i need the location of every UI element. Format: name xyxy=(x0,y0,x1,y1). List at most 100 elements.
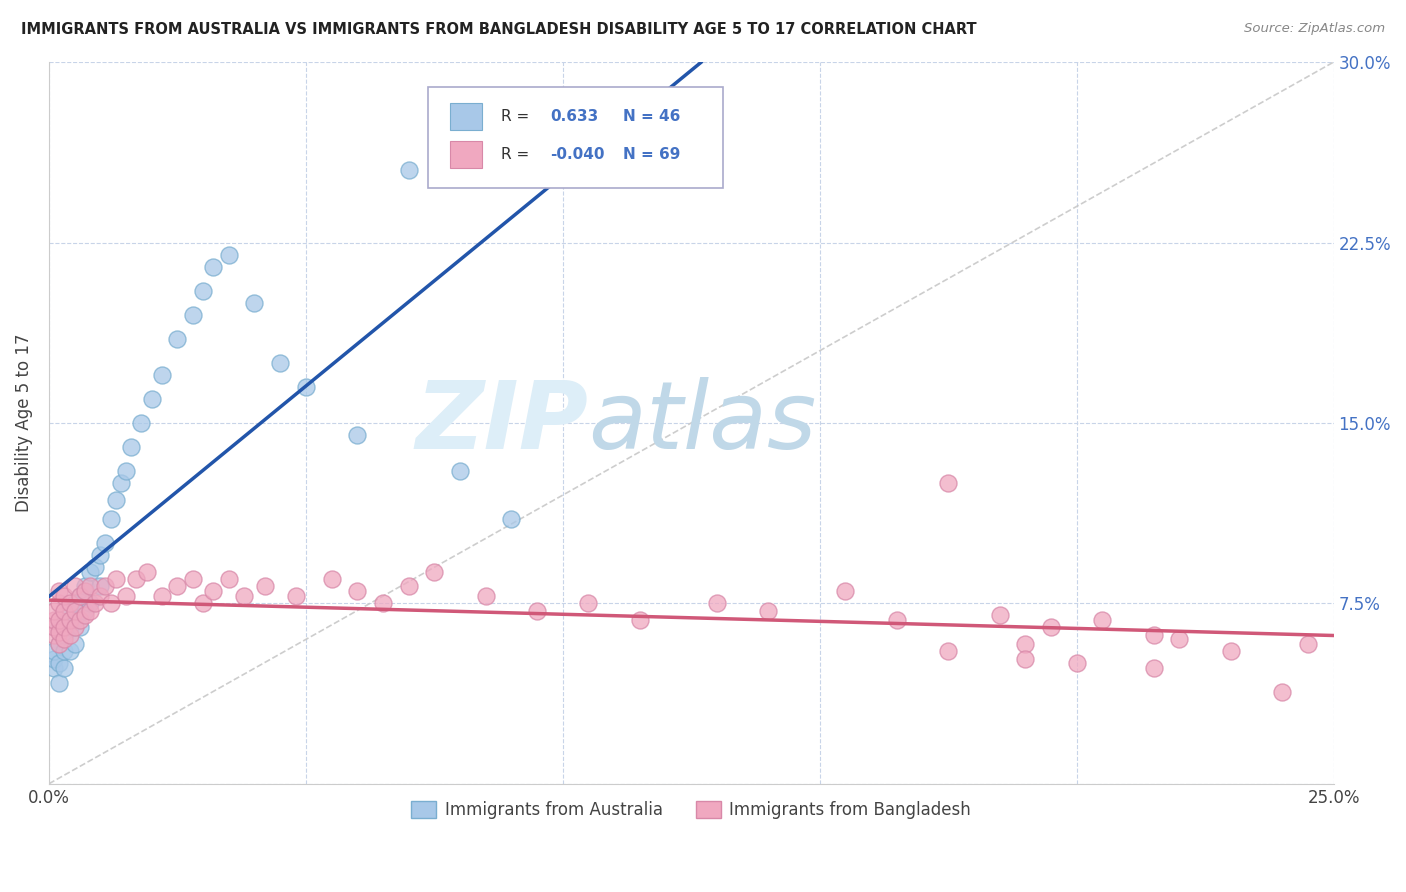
Point xyxy=(94,536,117,550)
Point xyxy=(1219,644,1241,658)
Text: -0.040: -0.040 xyxy=(550,147,605,162)
Point xyxy=(346,428,368,442)
Point xyxy=(346,584,368,599)
Point xyxy=(48,675,70,690)
Point xyxy=(936,476,959,491)
Point xyxy=(69,589,91,603)
Point xyxy=(42,644,65,658)
Point xyxy=(63,603,86,617)
Point xyxy=(73,603,96,617)
Text: 0.633: 0.633 xyxy=(550,109,598,124)
Point xyxy=(48,620,70,634)
Point xyxy=(63,596,86,610)
Point xyxy=(58,613,80,627)
Point xyxy=(988,608,1011,623)
Point xyxy=(115,589,138,603)
Point xyxy=(269,356,291,370)
Point xyxy=(84,560,107,574)
Point xyxy=(628,613,651,627)
Text: R =: R = xyxy=(501,109,534,124)
Point xyxy=(53,661,76,675)
Point xyxy=(253,580,276,594)
Point xyxy=(48,613,70,627)
Point xyxy=(42,613,65,627)
Text: atlas: atlas xyxy=(589,377,817,468)
Point xyxy=(1014,651,1036,665)
Point xyxy=(69,613,91,627)
Point xyxy=(150,368,173,382)
Point xyxy=(166,332,188,346)
Point xyxy=(79,603,101,617)
Point xyxy=(42,603,65,617)
Point xyxy=(166,580,188,594)
Point xyxy=(94,580,117,594)
Point xyxy=(243,295,266,310)
Point xyxy=(135,565,157,579)
Point xyxy=(100,512,122,526)
Point xyxy=(63,637,86,651)
Point xyxy=(53,627,76,641)
Point xyxy=(202,260,225,274)
Point xyxy=(69,620,91,634)
Point xyxy=(48,637,70,651)
Point xyxy=(141,392,163,406)
Point xyxy=(58,596,80,610)
Point xyxy=(218,247,240,261)
Point xyxy=(449,464,471,478)
Point xyxy=(42,620,65,634)
Point xyxy=(79,580,101,594)
Point xyxy=(202,584,225,599)
Point xyxy=(295,380,318,394)
Point xyxy=(73,584,96,599)
Point xyxy=(1168,632,1191,647)
FancyBboxPatch shape xyxy=(450,141,482,169)
Point xyxy=(191,284,214,298)
FancyBboxPatch shape xyxy=(427,87,723,188)
Point xyxy=(578,596,600,610)
Point xyxy=(100,596,122,610)
Point xyxy=(936,644,959,658)
Point xyxy=(58,627,80,641)
Point xyxy=(756,603,779,617)
Point xyxy=(423,565,446,579)
Point xyxy=(181,308,204,322)
Point xyxy=(1039,620,1062,634)
Text: R =: R = xyxy=(501,147,534,162)
Point xyxy=(84,596,107,610)
Point xyxy=(706,596,728,610)
Point xyxy=(834,584,856,599)
Text: IMMIGRANTS FROM AUSTRALIA VS IMMIGRANTS FROM BANGLADESH DISABILITY AGE 5 TO 17 C: IMMIGRANTS FROM AUSTRALIA VS IMMIGRANTS … xyxy=(21,22,977,37)
Point xyxy=(89,580,111,594)
Point xyxy=(474,589,496,603)
Point xyxy=(120,440,142,454)
Point xyxy=(886,613,908,627)
Point xyxy=(48,596,70,610)
Point xyxy=(218,572,240,586)
Point xyxy=(53,608,76,623)
Text: N = 69: N = 69 xyxy=(623,147,681,162)
Point xyxy=(1271,685,1294,699)
Point xyxy=(89,589,111,603)
Point xyxy=(48,625,70,640)
Point xyxy=(1014,637,1036,651)
Point xyxy=(73,580,96,594)
Point xyxy=(79,565,101,579)
Text: Source: ZipAtlas.com: Source: ZipAtlas.com xyxy=(1244,22,1385,36)
Point xyxy=(53,632,76,647)
Point xyxy=(284,589,307,603)
Point xyxy=(501,512,523,526)
Point xyxy=(58,644,80,658)
Point xyxy=(398,163,420,178)
Point xyxy=(526,603,548,617)
Point xyxy=(73,608,96,623)
Point xyxy=(48,637,70,651)
Point xyxy=(42,651,65,665)
Y-axis label: Disability Age 5 to 17: Disability Age 5 to 17 xyxy=(15,334,32,512)
Point xyxy=(371,596,394,610)
Point xyxy=(42,627,65,641)
Point xyxy=(1143,627,1166,641)
Point xyxy=(115,464,138,478)
Point xyxy=(131,416,153,430)
Point xyxy=(321,572,343,586)
Point xyxy=(1296,637,1319,651)
